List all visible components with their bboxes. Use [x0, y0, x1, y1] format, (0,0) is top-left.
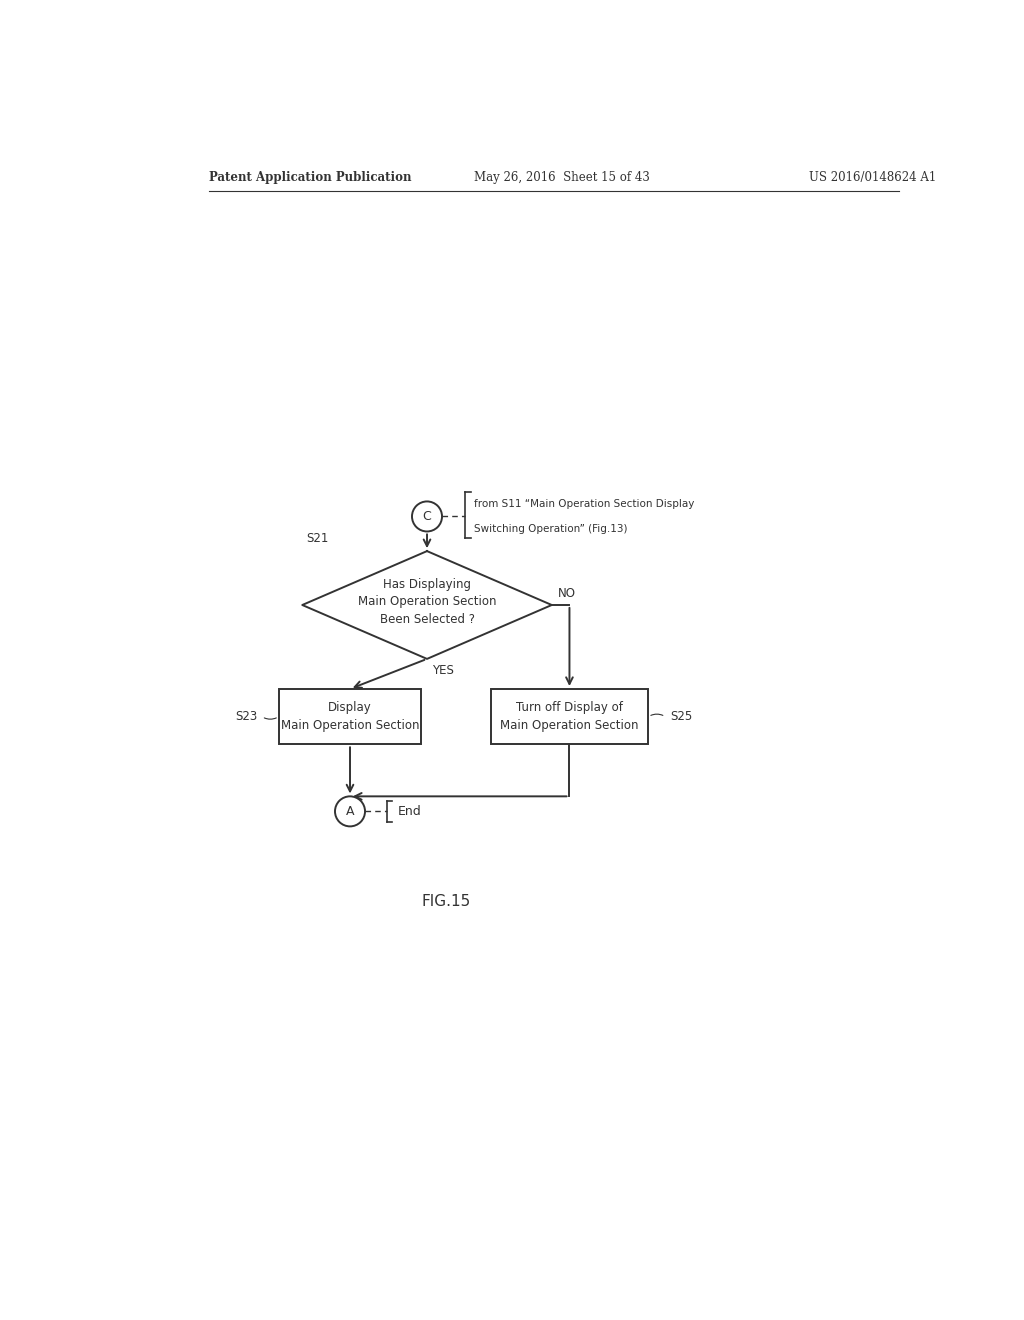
Text: Turn off Display of
Main Operation Section: Turn off Display of Main Operation Secti…: [500, 701, 639, 733]
Text: End: End: [397, 805, 421, 818]
Circle shape: [335, 796, 365, 826]
Circle shape: [412, 502, 442, 532]
Polygon shape: [302, 552, 552, 659]
Text: FIG.15: FIG.15: [422, 894, 471, 909]
Text: Has Displaying
Main Operation Section
Been Selected ?: Has Displaying Main Operation Section Be…: [357, 578, 497, 626]
Text: NO: NO: [558, 587, 575, 601]
Text: from S11 “Main Operation Section Display: from S11 “Main Operation Section Display: [474, 499, 694, 508]
Text: Switching Operation” (Fig.13): Switching Operation” (Fig.13): [474, 524, 628, 535]
Text: Display
Main Operation Section: Display Main Operation Section: [281, 701, 419, 733]
Text: May 26, 2016  Sheet 15 of 43: May 26, 2016 Sheet 15 of 43: [473, 172, 649, 185]
Text: C: C: [423, 510, 431, 523]
Text: S25: S25: [670, 710, 692, 723]
Text: YES: YES: [432, 664, 455, 677]
FancyBboxPatch shape: [279, 689, 421, 744]
FancyBboxPatch shape: [490, 689, 648, 744]
Text: Patent Application Publication: Patent Application Publication: [210, 172, 412, 185]
Text: S21: S21: [306, 532, 329, 545]
Text: US 2016/0148624 A1: US 2016/0148624 A1: [809, 172, 936, 185]
Text: S23: S23: [234, 710, 257, 723]
Text: A: A: [346, 805, 354, 818]
